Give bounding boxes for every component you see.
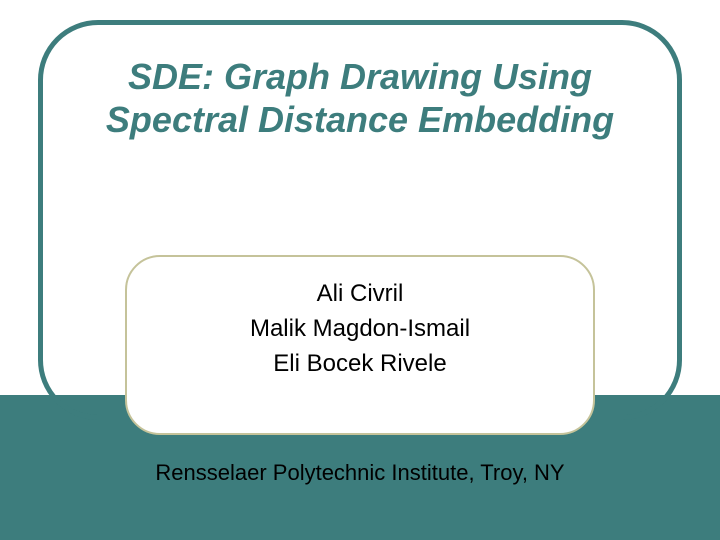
author-line: Ali Civril xyxy=(127,277,593,312)
slide: SDE: Graph Drawing Using Spectral Distan… xyxy=(0,0,720,540)
authors-box: Ali Civril Malik Magdon-Ismail Eli Bocek… xyxy=(125,255,595,435)
slide-title: SDE: Graph Drawing Using Spectral Distan… xyxy=(60,55,660,141)
author-line: Eli Bocek Rivele xyxy=(127,347,593,382)
author-line: Malik Magdon-Ismail xyxy=(127,312,593,347)
affiliation: Rensselaer Polytechnic Institute, Troy, … xyxy=(0,460,720,486)
